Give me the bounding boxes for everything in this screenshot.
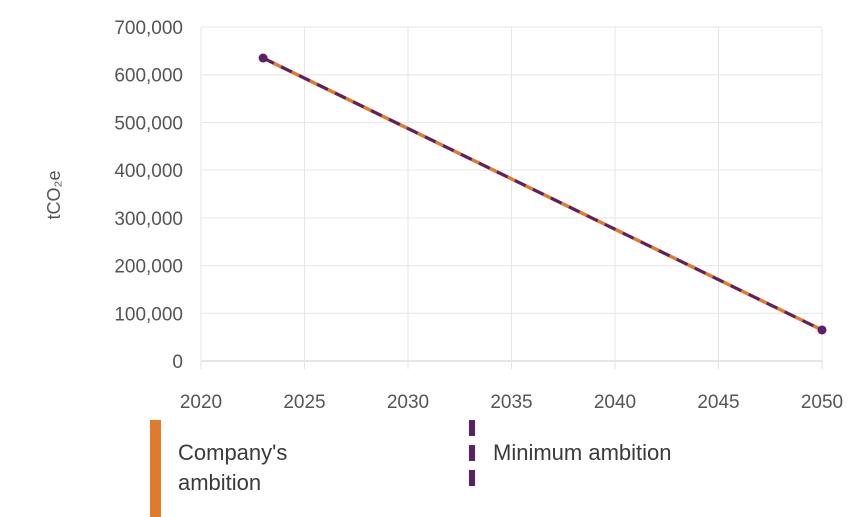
y-tick-label: 0 bbox=[172, 352, 183, 373]
y-tick-label: 700,000 bbox=[114, 18, 183, 39]
y-tick-label: 500,000 bbox=[114, 113, 183, 134]
series-line-minimum-ambition bbox=[262, 56, 823, 332]
legend-item-minimum-ambition[interactable]: Minimum ambition bbox=[465, 420, 672, 488]
y-tick-label: 200,000 bbox=[114, 257, 183, 278]
x-axis: 2020 2025 2030 2035 2040 2045 2050 bbox=[180, 392, 843, 413]
series-lines bbox=[258, 53, 827, 335]
x-tick-label: 2040 bbox=[594, 392, 636, 413]
legend-label: Company's ambition bbox=[178, 440, 288, 495]
legend-label: Minimum ambition bbox=[493, 440, 672, 465]
x-tick-label: 2035 bbox=[490, 392, 532, 413]
legend-swatch-solid bbox=[150, 420, 161, 517]
y-tick-label: 300,000 bbox=[114, 209, 183, 230]
line-chart: 0 100,000 200,000 300,000 400,000 500,00… bbox=[44, 18, 843, 413]
y-tick-label: 600,000 bbox=[114, 66, 183, 87]
x-tick-label: 2045 bbox=[697, 392, 739, 413]
y-axis-title: tCO₂e bbox=[44, 171, 64, 220]
y-tick-label: 100,000 bbox=[114, 304, 183, 325]
data-point bbox=[817, 325, 827, 335]
x-tick-label: 2025 bbox=[283, 392, 325, 413]
x-tick-label: 2020 bbox=[180, 392, 222, 413]
legend-item-company-ambition[interactable]: Company's ambition bbox=[150, 420, 338, 517]
legend-swatch-dashed bbox=[469, 420, 475, 488]
x-tick-label: 2050 bbox=[801, 392, 843, 413]
data-point bbox=[258, 53, 268, 63]
grid-lines bbox=[200, 26, 823, 369]
y-axis: 0 100,000 200,000 300,000 400,000 500,00… bbox=[114, 18, 183, 373]
x-tick-label: 2030 bbox=[387, 392, 429, 413]
y-tick-label: 400,000 bbox=[114, 161, 183, 182]
legend: Company's ambition Minimum ambition bbox=[0, 420, 848, 517]
